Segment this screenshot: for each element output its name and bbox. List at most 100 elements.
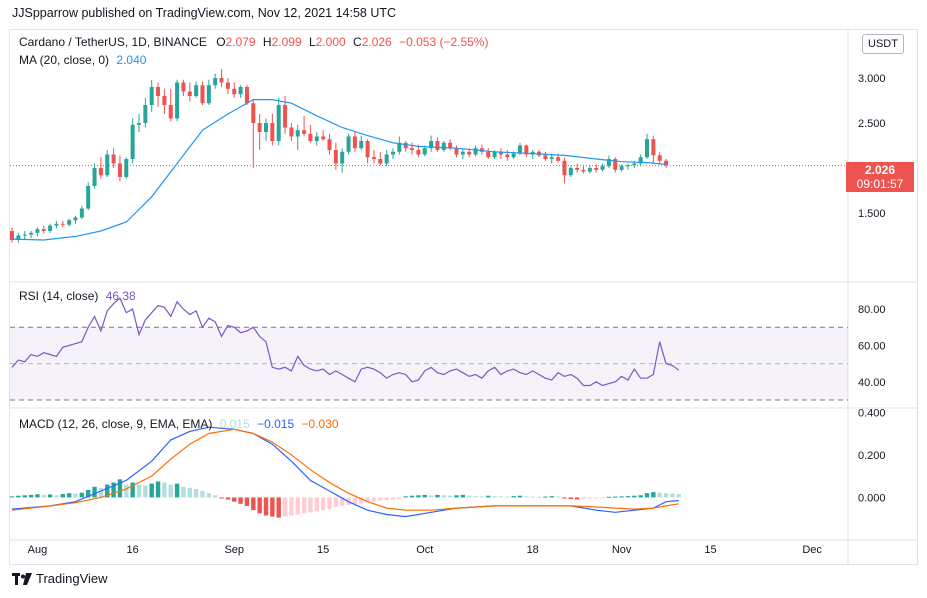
macd-histogram-bar: [486, 495, 491, 498]
macd-histogram-bar: [327, 497, 332, 510]
candle-body: [340, 151, 345, 164]
time-tick-label: Aug: [28, 544, 48, 556]
candle-body: [625, 165, 630, 167]
macd-histogram-bar: [28, 494, 34, 498]
time-tick-label: Oct: [416, 544, 433, 556]
candle-body: [410, 148, 415, 150]
currency-button[interactable]: USDT: [862, 34, 904, 54]
macd-histogram-bar: [644, 493, 650, 498]
candle-body: [581, 169, 586, 172]
footer-brand[interactable]: TradingView: [12, 571, 108, 586]
publisher-header: JJSpparrow published on TradingView.com,…: [12, 6, 397, 20]
ma-label: MA (20, close, 0): [19, 53, 110, 67]
ma-line: [11, 98, 667, 241]
macd-pane: [9, 426, 681, 518]
macd-histogram-bar: [136, 484, 142, 498]
candle-body: [41, 229, 46, 231]
macd-histogram-bar: [397, 497, 402, 500]
macd-histogram-bar: [651, 492, 656, 498]
candle-body: [156, 87, 161, 96]
candle-body: [29, 232, 34, 235]
candle-body: [613, 159, 618, 170]
macd-histogram-bar: [9, 496, 15, 498]
macd-histogram-bar: [162, 482, 167, 498]
candle-body: [391, 151, 395, 155]
macd-histogram-bar: [54, 495, 59, 498]
candle-body: [511, 153, 516, 158]
macd-histogram-bar: [60, 494, 65, 498]
candle-body: [498, 151, 503, 155]
candle-body: [543, 155, 548, 159]
candle-body: [194, 85, 199, 96]
macd-histogram-bar: [467, 495, 472, 498]
chart-frame: [9, 29, 918, 565]
macd-histogram-bar: [200, 491, 205, 498]
macd-histogram-bar: [352, 497, 358, 504]
candle-body: [524, 145, 529, 155]
macd-histogram-bar: [378, 497, 383, 501]
macd-histogram-bar: [16, 495, 21, 498]
macd-histogram-bar: [47, 494, 53, 498]
macd-histogram-bar: [168, 484, 173, 498]
macd-histogram-bar: [422, 494, 427, 498]
macd-histogram-bar: [225, 497, 231, 500]
candle-body: [244, 87, 249, 104]
high-value: 2.099: [271, 35, 302, 49]
macd-histogram-bar: [524, 496, 529, 498]
low-value: 2.000: [315, 35, 346, 49]
macd-histogram-bar: [193, 488, 199, 498]
macd-histogram-bar: [289, 497, 294, 516]
macd-histogram-bar: [549, 496, 554, 498]
rsi-line: [11, 297, 680, 387]
macd-histogram-bar: [676, 494, 681, 498]
macd-histogram-bar: [213, 495, 218, 498]
macd-histogram-bar: [670, 493, 675, 498]
macd-histogram-bar: [365, 497, 370, 503]
macd-histogram-bar: [79, 492, 85, 498]
candle-body: [486, 151, 491, 158]
candle-body: [111, 154, 116, 164]
candle-body: [435, 141, 440, 150]
candle-body: [556, 157, 561, 161]
macd-histogram-bar: [562, 497, 567, 499]
macd-tick-label: 0.400: [858, 407, 886, 419]
candle-body: [454, 148, 459, 155]
rsi-tick-label: 80.00: [858, 304, 886, 316]
candle-body: [168, 105, 173, 119]
macd-histogram-bar: [340, 497, 345, 506]
time-tick-label: Dec: [802, 544, 822, 556]
high-label: H: [262, 35, 272, 49]
candle-body: [473, 148, 478, 155]
macd-histogram-bar: [606, 496, 612, 498]
candle-body: [67, 220, 72, 225]
candle-body: [575, 168, 580, 170]
macd-histogram-bar: [333, 497, 339, 507]
candle-body: [92, 168, 97, 186]
macd-tick-label: 0.200: [858, 450, 886, 462]
time-tick-label: Sep: [224, 544, 244, 556]
candle-body: [225, 82, 230, 89]
macd-histogram-bar: [295, 497, 300, 515]
macd-histogram-bar: [638, 495, 643, 498]
symbol-title: Cardano / TetherUS, 1D, BINANCE: [19, 35, 207, 49]
macd-histogram-bar: [238, 497, 243, 504]
candle-body: [397, 142, 402, 152]
candle-body: [384, 154, 389, 164]
macd-histogram-bar: [35, 494, 40, 498]
macd-histogram-bar: [492, 496, 497, 498]
rsi-value: 46.38: [105, 289, 136, 303]
candle-body: [117, 163, 122, 177]
macd-histogram-bar: [619, 496, 624, 498]
macd-histogram-bar: [98, 487, 104, 498]
change-value: −0.053 (−2.55%): [399, 35, 489, 49]
candle-body: [162, 96, 167, 105]
macd-signal-value: −0.030: [301, 417, 339, 431]
macd-histogram-bar: [473, 496, 478, 498]
macd-line: [11, 426, 679, 518]
candle-body: [365, 141, 370, 158]
candle-body: [238, 87, 243, 95]
macd-histogram-bar: [320, 497, 326, 511]
axis-layer: 3.000 2.500 1.500 80.00 60.00 40.00 0.400 0.200…: [28, 73, 886, 556]
macd-histogram-bar: [359, 497, 364, 504]
